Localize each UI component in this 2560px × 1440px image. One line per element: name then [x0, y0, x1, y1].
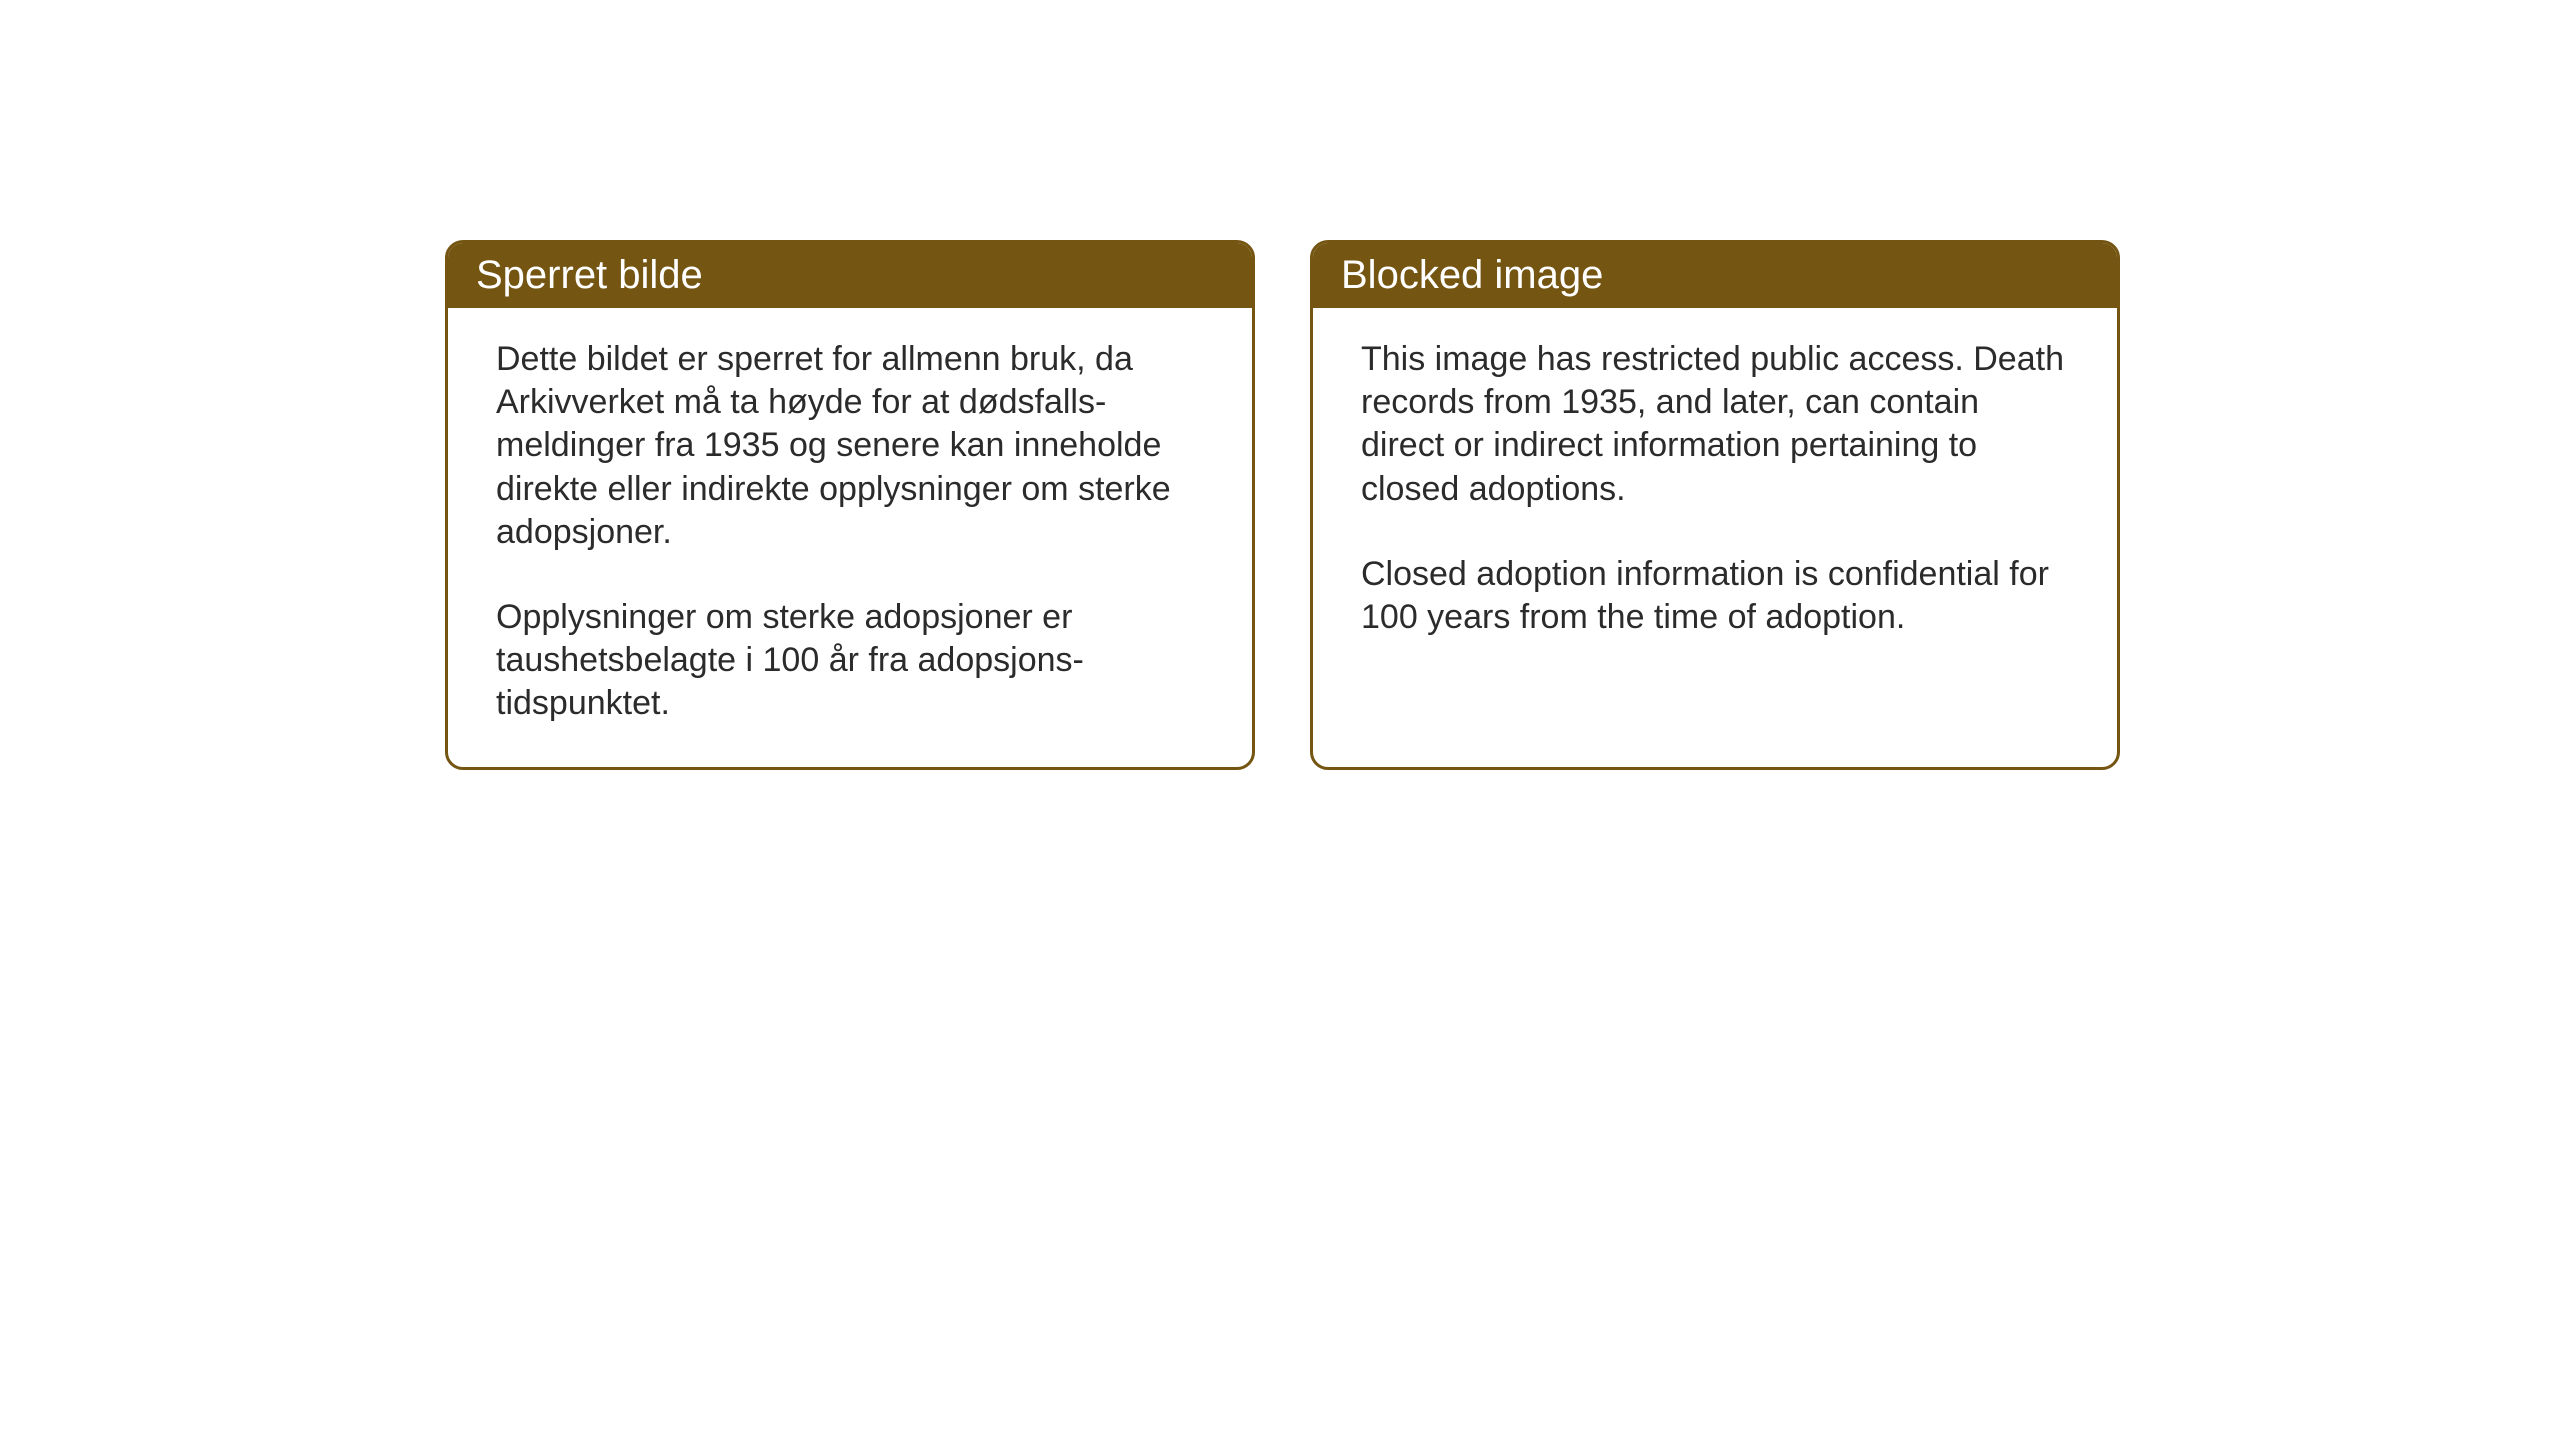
card-body-norwegian: Dette bildet er sperret for allmenn bruk…: [448, 308, 1252, 767]
card-paragraph: This image has restricted public access.…: [1361, 338, 2069, 511]
notice-card-norwegian: Sperret bilde Dette bildet er sperret fo…: [445, 240, 1255, 770]
card-paragraph: Opplysninger om sterke adopsjoner er tau…: [496, 596, 1204, 726]
card-title: Blocked image: [1341, 253, 1603, 297]
card-header-english: Blocked image: [1313, 243, 2117, 308]
card-header-norwegian: Sperret bilde: [448, 243, 1252, 308]
card-paragraph: Dette bildet er sperret for allmenn bruk…: [496, 338, 1204, 554]
card-body-english: This image has restricted public access.…: [1313, 308, 2117, 681]
card-title: Sperret bilde: [476, 253, 703, 297]
notice-card-english: Blocked image This image has restricted …: [1310, 240, 2120, 770]
notice-container: Sperret bilde Dette bildet er sperret fo…: [445, 240, 2120, 770]
card-paragraph: Closed adoption information is confident…: [1361, 553, 2069, 639]
